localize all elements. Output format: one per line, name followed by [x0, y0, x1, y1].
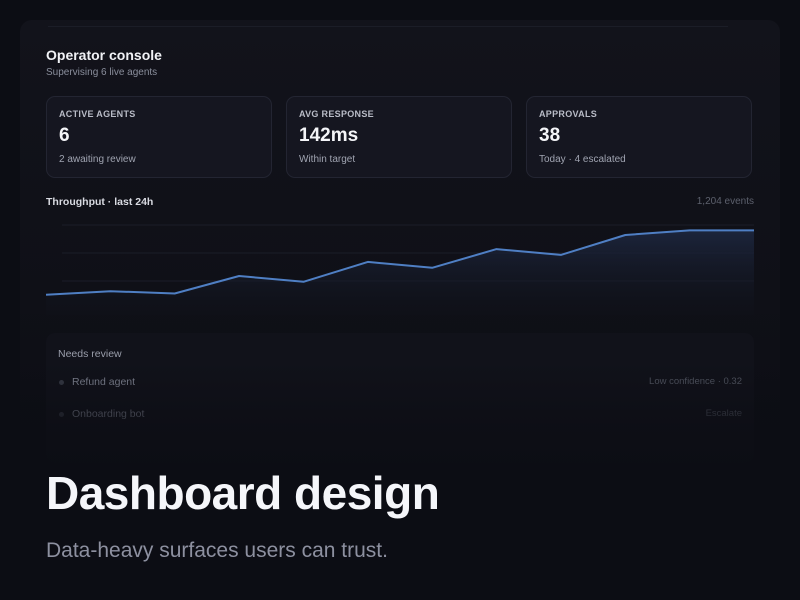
metric-subtext: Within target — [299, 154, 356, 165]
metric-card-approvals[interactable]: APPROVALS 38 Today · 4 escalated — [526, 96, 752, 178]
throughput-area — [46, 230, 754, 315]
metric-value: 38 — [539, 125, 561, 146]
throughput-title: Throughput · last 24h — [46, 196, 154, 208]
review-item-status: Escalate — [705, 408, 742, 419]
status-dot-icon — [59, 412, 64, 417]
throughput-line — [46, 229, 754, 296]
needs-review-title: Needs review — [58, 348, 122, 360]
hero-headline: Dashboard design — [46, 467, 440, 519]
metric-card-active-agents[interactable]: ACTIVE AGENTS 6 2 awaiting review — [46, 96, 272, 178]
throughput-event-count: 1,204 events — [696, 196, 754, 207]
metric-value: 6 — [59, 125, 70, 146]
metric-subtext: Today · 4 escalated — [539, 154, 626, 165]
throughput-chart — [46, 224, 754, 315]
metric-card-avg-response[interactable]: AVG RESPONSE 142ms Within target — [286, 96, 512, 178]
metric-subtext: 2 awaiting review — [59, 154, 136, 165]
console-subtitle: Supervising 6 live agents — [46, 67, 158, 78]
metric-label: AVG RESPONSE — [299, 109, 374, 119]
metric-label: APPROVALS — [539, 109, 598, 119]
metric-cards: ACTIVE AGENTS 6 2 awaiting review AVG RE… — [46, 96, 756, 178]
metric-label: ACTIVE AGENTS — [59, 109, 136, 119]
review-item[interactable]: Refund agent Low confidence · 0.32 — [58, 374, 742, 394]
review-item-name: Onboarding bot — [72, 408, 145, 420]
review-item-name: Refund agent — [72, 376, 136, 388]
needs-review-panel: Needs review Refund agent Low confidence… — [46, 333, 754, 463]
console-title: Operator console — [46, 47, 162, 63]
hero-tagline: Data-heavy surfaces users can trust. — [46, 539, 388, 562]
metric-value: 142ms — [299, 125, 359, 146]
review-item-status: Low confidence · 0.32 — [649, 376, 742, 387]
frame-divider — [48, 26, 728, 27]
status-dot-icon — [59, 380, 64, 385]
review-item[interactable]: Onboarding bot Escalate — [58, 406, 742, 426]
